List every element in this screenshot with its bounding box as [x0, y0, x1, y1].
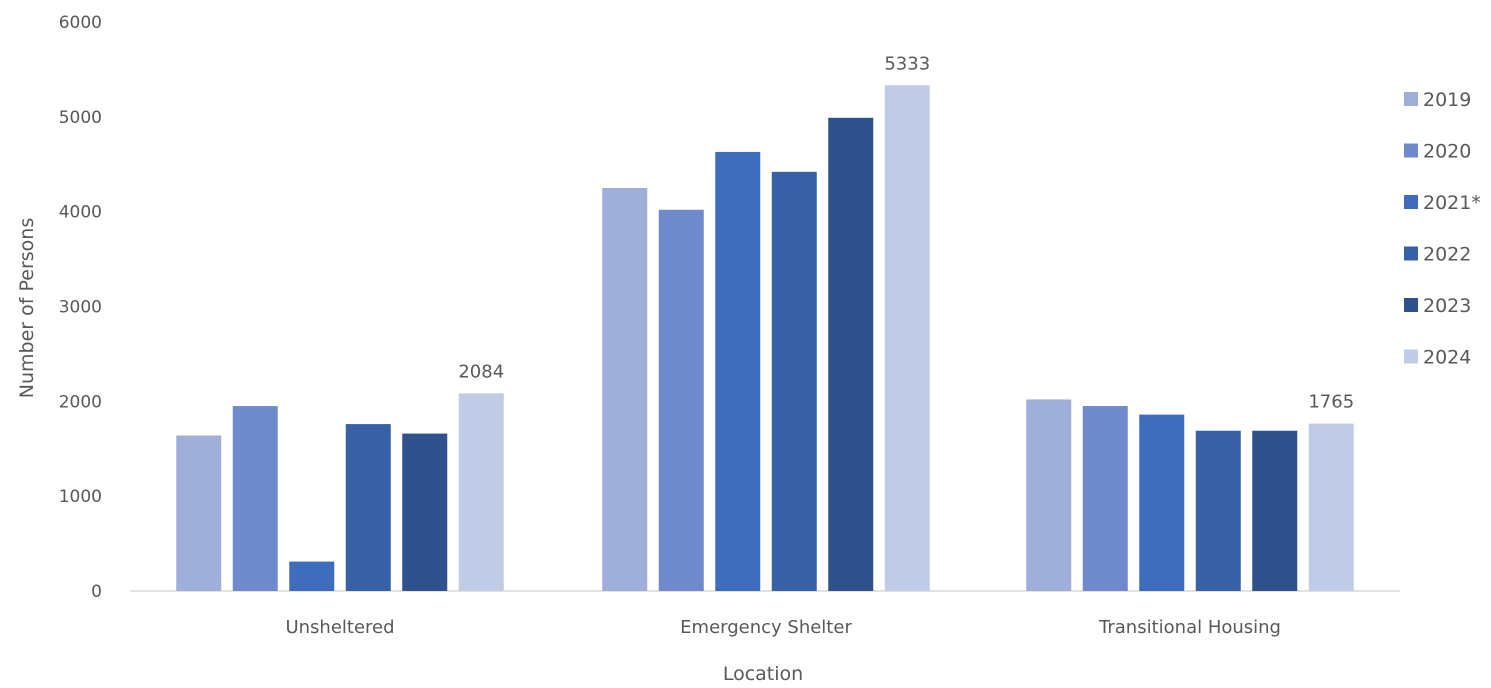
bar: [289, 561, 335, 591]
y-tick-label: 2000: [59, 392, 102, 412]
y-tick-label: 1000: [59, 487, 102, 507]
data-labels: 2084 5333 1765: [458, 53, 1354, 412]
bar: [828, 117, 874, 591]
x-category-label: Emergency Shelter: [680, 617, 852, 638]
legend-swatch: [1404, 92, 1418, 106]
legend-swatch: [1404, 246, 1418, 261]
data-label: 5333: [884, 53, 930, 74]
legend: 2019 2020 2021* 2022 2023 2024: [1404, 89, 1481, 369]
bar: [1195, 430, 1241, 591]
bar: [402, 433, 448, 591]
y-axis-title: Number of Persons: [16, 218, 38, 398]
bar: [715, 151, 761, 591]
bar: [1139, 414, 1185, 591]
bar: [771, 171, 817, 591]
legend-label: 2019: [1423, 89, 1471, 111]
bar: [176, 435, 222, 591]
bar: [458, 393, 504, 591]
y-tick-label: 6000: [59, 13, 102, 33]
bar: [1308, 423, 1354, 591]
x-category-label: Unsheltered: [285, 617, 394, 638]
x-axis-title: Location: [723, 663, 803, 684]
bar: [884, 85, 930, 591]
legend-label: 2022: [1423, 244, 1471, 266]
bar: [232, 406, 278, 591]
legend-label: 2024: [1423, 347, 1471, 369]
x-axis-category-labels: Unsheltered Emergency Shelter Transitional…: [285, 617, 1281, 638]
x-category-label: Transitional Housing: [1098, 617, 1281, 638]
bar: [658, 209, 704, 591]
bar: [602, 187, 648, 592]
legend-swatch: [1404, 349, 1418, 364]
legend-label: 2020: [1423, 141, 1471, 163]
y-tick-label: 4000: [59, 203, 102, 223]
legend-label: 2021*: [1423, 192, 1481, 214]
data-label: 1765: [1308, 392, 1354, 413]
bars: [176, 85, 1354, 592]
legend-swatch: [1404, 143, 1418, 158]
bar: [345, 424, 391, 591]
legend-label: 2023: [1423, 295, 1471, 317]
bar: [1252, 430, 1298, 591]
y-axis-ticks: 0 1000 2000 3000 4000 5000 6000: [59, 13, 102, 602]
y-tick-label: 3000: [59, 298, 102, 318]
y-tick-label: 5000: [59, 108, 102, 128]
legend-swatch: [1404, 298, 1418, 312]
y-tick-label: 0: [91, 582, 102, 602]
legend-swatch: [1404, 195, 1418, 209]
data-label: 2084: [458, 361, 504, 382]
bar: [1026, 399, 1072, 591]
bar: [1082, 406, 1128, 591]
